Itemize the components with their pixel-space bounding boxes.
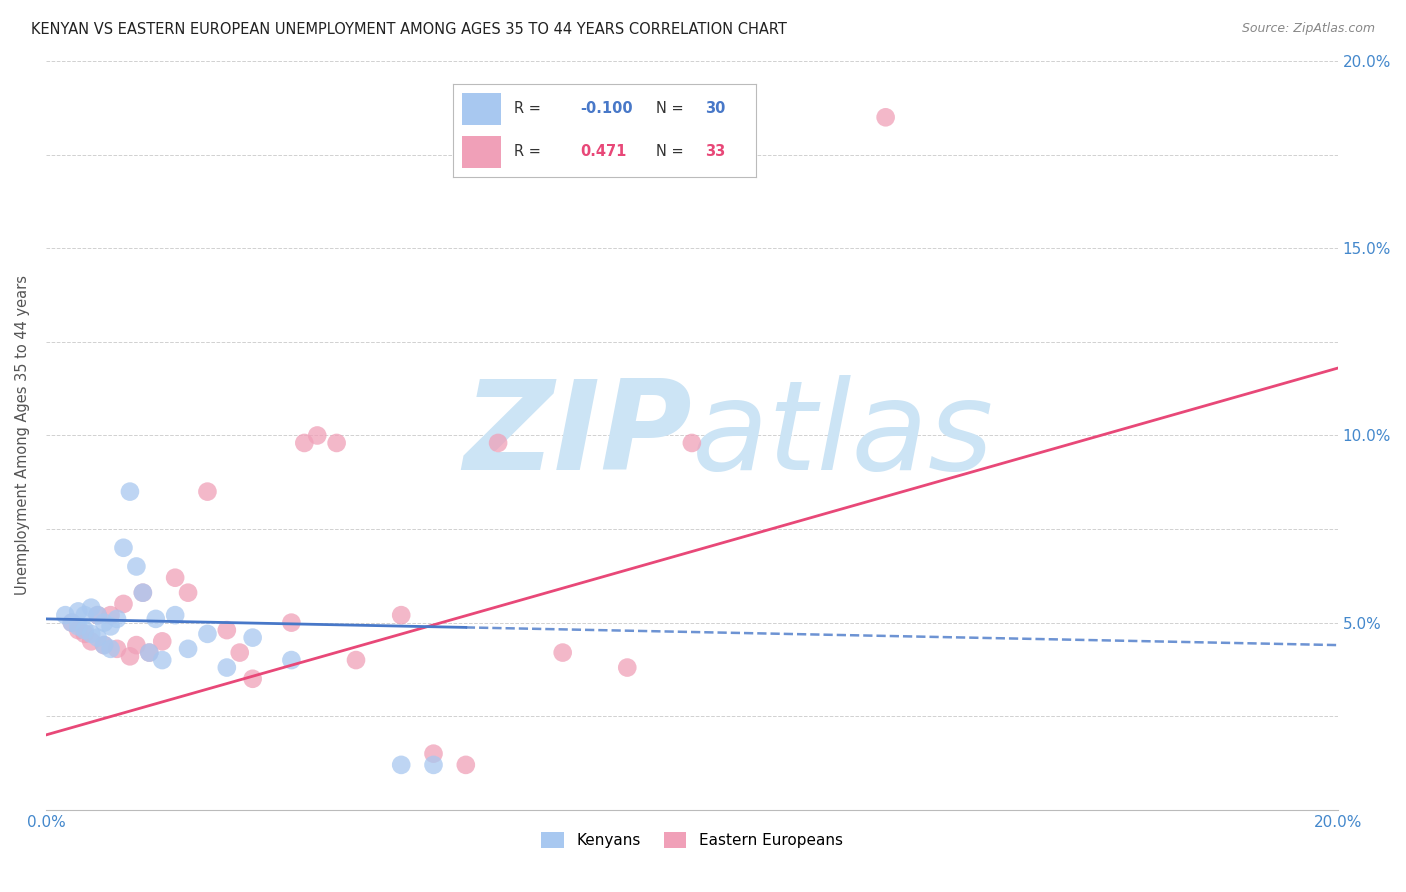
Point <box>86 608 108 623</box>
Point <box>60 615 83 630</box>
Point <box>681 436 703 450</box>
Point <box>100 608 122 623</box>
Point <box>551 646 574 660</box>
Point <box>307 428 329 442</box>
Point <box>145 612 167 626</box>
Point <box>215 660 238 674</box>
Point <box>100 619 122 633</box>
Point <box>105 612 128 626</box>
Point <box>93 638 115 652</box>
Point <box>486 436 509 450</box>
Point <box>132 585 155 599</box>
Point <box>100 641 122 656</box>
Point <box>86 631 108 645</box>
Point <box>112 541 135 555</box>
Point <box>242 631 264 645</box>
Point <box>73 608 96 623</box>
Point <box>67 619 90 633</box>
Point <box>280 615 302 630</box>
Point <box>150 634 173 648</box>
Y-axis label: Unemployment Among Ages 35 to 44 years: Unemployment Among Ages 35 to 44 years <box>15 276 30 596</box>
Point <box>73 627 96 641</box>
Point <box>73 623 96 637</box>
Point <box>93 615 115 630</box>
Point <box>280 653 302 667</box>
Point <box>242 672 264 686</box>
Point <box>177 641 200 656</box>
Point <box>197 627 219 641</box>
Point <box>67 623 90 637</box>
Point <box>67 604 90 618</box>
Point <box>93 638 115 652</box>
Point <box>875 110 897 124</box>
Point <box>422 757 444 772</box>
Point <box>454 757 477 772</box>
Point <box>344 653 367 667</box>
Point <box>325 436 347 450</box>
Point <box>53 608 76 623</box>
Point <box>389 608 412 623</box>
Point <box>389 757 412 772</box>
Point <box>616 660 638 674</box>
Point <box>292 436 315 450</box>
Point <box>229 646 252 660</box>
Point <box>125 559 148 574</box>
Point <box>177 585 200 599</box>
Text: KENYAN VS EASTERN EUROPEAN UNEMPLOYMENT AMONG AGES 35 TO 44 YEARS CORRELATION CH: KENYAN VS EASTERN EUROPEAN UNEMPLOYMENT … <box>31 22 787 37</box>
Point <box>125 638 148 652</box>
Point <box>60 615 83 630</box>
Point <box>118 649 141 664</box>
Point <box>215 623 238 637</box>
Legend: Kenyans, Eastern Europeans: Kenyans, Eastern Europeans <box>534 826 849 855</box>
Point <box>80 627 103 641</box>
Point <box>138 646 160 660</box>
Point <box>197 484 219 499</box>
Point <box>112 597 135 611</box>
Point <box>165 608 187 623</box>
Point <box>150 653 173 667</box>
Point <box>86 608 108 623</box>
Point <box>165 571 187 585</box>
Text: ZIP: ZIP <box>463 375 692 496</box>
Point <box>80 600 103 615</box>
Point <box>132 585 155 599</box>
Point <box>105 641 128 656</box>
Point <box>138 646 160 660</box>
Text: Source: ZipAtlas.com: Source: ZipAtlas.com <box>1241 22 1375 36</box>
Text: atlas: atlas <box>692 375 994 496</box>
Point <box>118 484 141 499</box>
Point <box>80 634 103 648</box>
Point <box>422 747 444 761</box>
